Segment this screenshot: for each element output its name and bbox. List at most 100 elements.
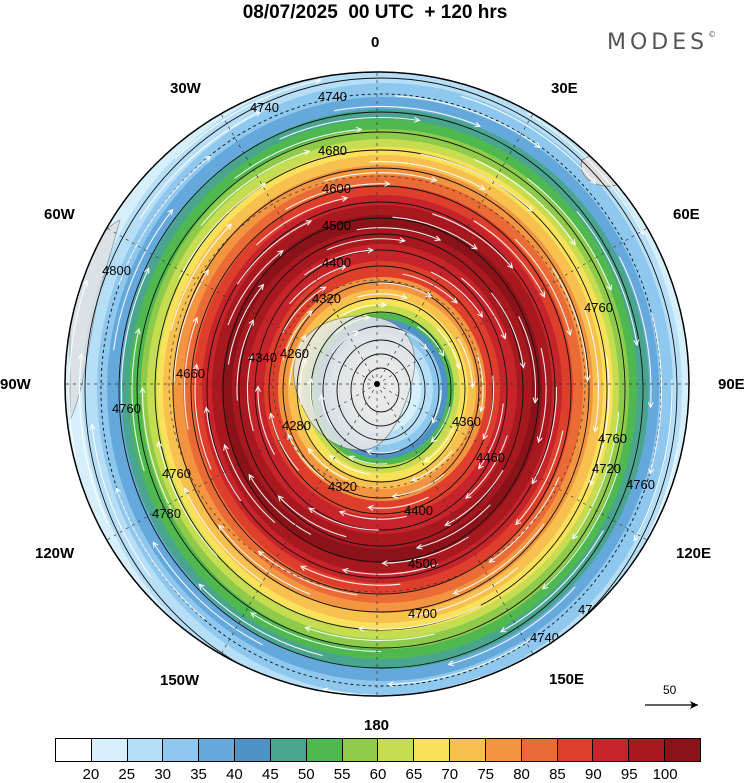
streamline (333, 105, 481, 127)
contour-label-text: 4740 (318, 89, 347, 104)
colorbar-tick-label: 45 (261, 766, 279, 783)
contour-label: 4760 (584, 300, 613, 315)
streamline (334, 316, 370, 335)
streamline (236, 220, 312, 285)
streamline (329, 455, 370, 475)
map-border (64, 71, 690, 697)
meridian-line (376, 227, 648, 385)
streamline-arrowhead (479, 184, 486, 190)
streamline-arrowhead (190, 649, 197, 656)
streamline (139, 111, 261, 220)
streamline (359, 604, 482, 630)
streamline (236, 319, 254, 401)
contour-line (336, 339, 426, 441)
streamline-arrowhead (248, 473, 255, 481)
contour-line (238, 233, 524, 547)
streamline-arrowhead (423, 456, 431, 463)
streamline (223, 444, 276, 524)
colorbar-swatch (270, 739, 307, 761)
streamline-arrowhead (474, 121, 482, 128)
streamline (91, 424, 153, 579)
streamline (116, 488, 205, 620)
streamline-arrowhead (365, 449, 373, 456)
streamline (473, 158, 576, 245)
streamline (198, 583, 323, 657)
contour-label: 4700 (408, 606, 437, 621)
streamline-arrowhead (633, 339, 640, 347)
streamline (395, 95, 541, 148)
colorbar-swatch (91, 739, 128, 761)
streamline-arrowhead (465, 492, 472, 499)
contour-line (172, 167, 590, 613)
colorbar-tick-label: 20 (82, 766, 100, 783)
streamline-arrowhead (531, 477, 538, 485)
streamline-arrowhead (499, 701, 505, 706)
colorbar-swatch (450, 739, 486, 761)
colorbar-swatch (629, 739, 666, 761)
streamline-arrowhead (77, 352, 84, 360)
colorbar-swatch (235, 739, 271, 761)
streamline (589, 356, 610, 486)
contour-label: 4740 (250, 100, 279, 115)
streamline (289, 335, 307, 386)
streamline (299, 358, 307, 405)
streamline-arrowhead (352, 330, 360, 337)
streamline-arrowhead (203, 269, 210, 276)
streamline (250, 612, 382, 653)
streamline-arrowhead (259, 183, 267, 189)
colorbar-swatch (521, 739, 558, 761)
streamline-arrowhead (477, 463, 484, 470)
contour-label-text: 4360 (452, 414, 481, 429)
streamline-arrowhead (430, 436, 437, 443)
streamline (194, 364, 212, 470)
contour-line (296, 297, 466, 483)
streamline-arrowhead (602, 598, 609, 605)
streamline-arrowhead (367, 504, 374, 511)
streamline-arrowhead (139, 386, 146, 394)
streamline-arrowhead (482, 433, 489, 441)
streamline-arrowhead (223, 443, 229, 451)
streamline (339, 511, 407, 520)
streamline (179, 183, 266, 278)
streamline-arrowhead (203, 406, 210, 413)
streamline (304, 249, 373, 276)
contour-label: 4760 (598, 431, 627, 446)
streamline (78, 354, 109, 525)
contour-label: 4500 (322, 218, 351, 233)
meridian-line (376, 113, 534, 385)
contour-label: 4760 (112, 401, 141, 416)
streamline (200, 150, 310, 227)
logo-text: MODES (607, 30, 709, 55)
contour-label: 4400 (404, 503, 433, 518)
streamline-arrowhead (537, 436, 543, 444)
streamline (411, 450, 453, 482)
streamline-arrowhead (633, 534, 640, 542)
reference-vector-arrowhead (690, 701, 698, 709)
streamline-arrowhead (438, 350, 444, 357)
streamline-arrowhead (541, 583, 549, 590)
streamline-arrowhead (341, 195, 349, 202)
contour-line (362, 367, 400, 413)
map-disc: 4740 4740 4680 4600 4500 4400 4320 4260 4280 4340… (65, 72, 689, 706)
contour-label-text: 4460 (476, 450, 505, 465)
geopotential-contours (84, 77, 678, 696)
streamline (526, 112, 644, 235)
streamline (277, 495, 347, 538)
streamline-arrowhead (299, 565, 307, 572)
streamline (531, 386, 558, 484)
streamline (170, 223, 232, 332)
contour-label: 4780 (152, 506, 181, 521)
streamline (113, 209, 174, 351)
contour-label: 4340 (248, 350, 277, 365)
streamline (285, 183, 390, 210)
contour-label-text: 4680 (318, 143, 347, 158)
streamline-arrowhead (431, 417, 438, 424)
streamline-arrowhead (218, 524, 225, 531)
streamline-arrowhead (572, 533, 578, 540)
streamline (368, 496, 429, 509)
streamline (436, 328, 460, 369)
streamline (490, 292, 524, 368)
streamline (320, 394, 333, 428)
streamline (633, 379, 673, 541)
